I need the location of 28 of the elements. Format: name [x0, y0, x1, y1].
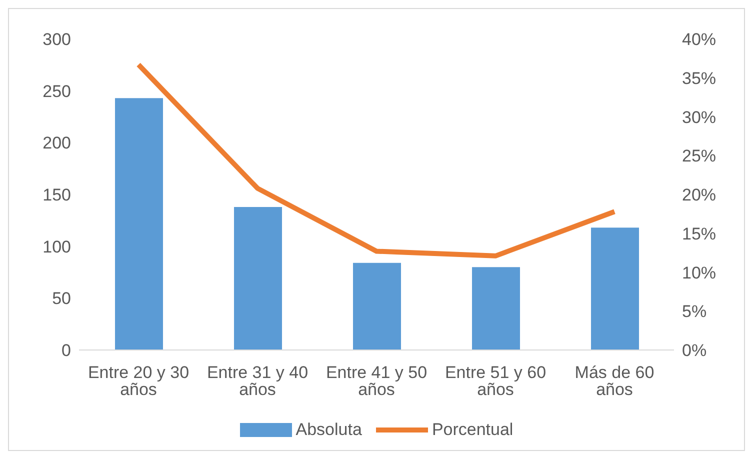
y2-tick-label: 30%	[682, 108, 716, 127]
bar	[115, 98, 163, 350]
y2-tick-label: 20%	[682, 186, 716, 205]
y2-tick-label: 0%	[682, 341, 707, 360]
x-tick-label: Entre 41 y 50 años	[326, 363, 428, 400]
y2-tick-label: 10%	[682, 263, 716, 282]
x-tick-label: Entre 51 y 60 años	[444, 363, 546, 400]
y-tick-label: 100	[42, 237, 71, 256]
bar	[591, 228, 639, 350]
legend-label: Porcentual	[432, 420, 514, 440]
y-tick-label: 300	[42, 30, 71, 50]
y2-tick-label: 25%	[682, 146, 716, 166]
y-tick-label: 150	[42, 186, 71, 205]
y-tick-label: 200	[42, 134, 71, 153]
y2-tick-label: 35%	[682, 68, 716, 88]
x-tick-label: Entre 20 y 30 años	[88, 363, 190, 400]
y2-tick-label: 40%	[682, 30, 716, 50]
y2-tick-label: 15%	[682, 224, 716, 244]
legend-label: Absoluta	[296, 420, 362, 440]
y2-tick-label: 5%	[682, 302, 707, 322]
bar	[234, 206, 282, 350]
y-tick-label: 50	[52, 289, 71, 308]
x-tick-label: Entre 31 y 40 años	[206, 363, 308, 400]
y-tick-label: 0	[62, 341, 71, 360]
bar	[472, 267, 520, 350]
y-tick-label: 250	[42, 82, 71, 101]
bar	[353, 262, 401, 350]
x-tick-label: Más de 60 años	[574, 363, 654, 400]
